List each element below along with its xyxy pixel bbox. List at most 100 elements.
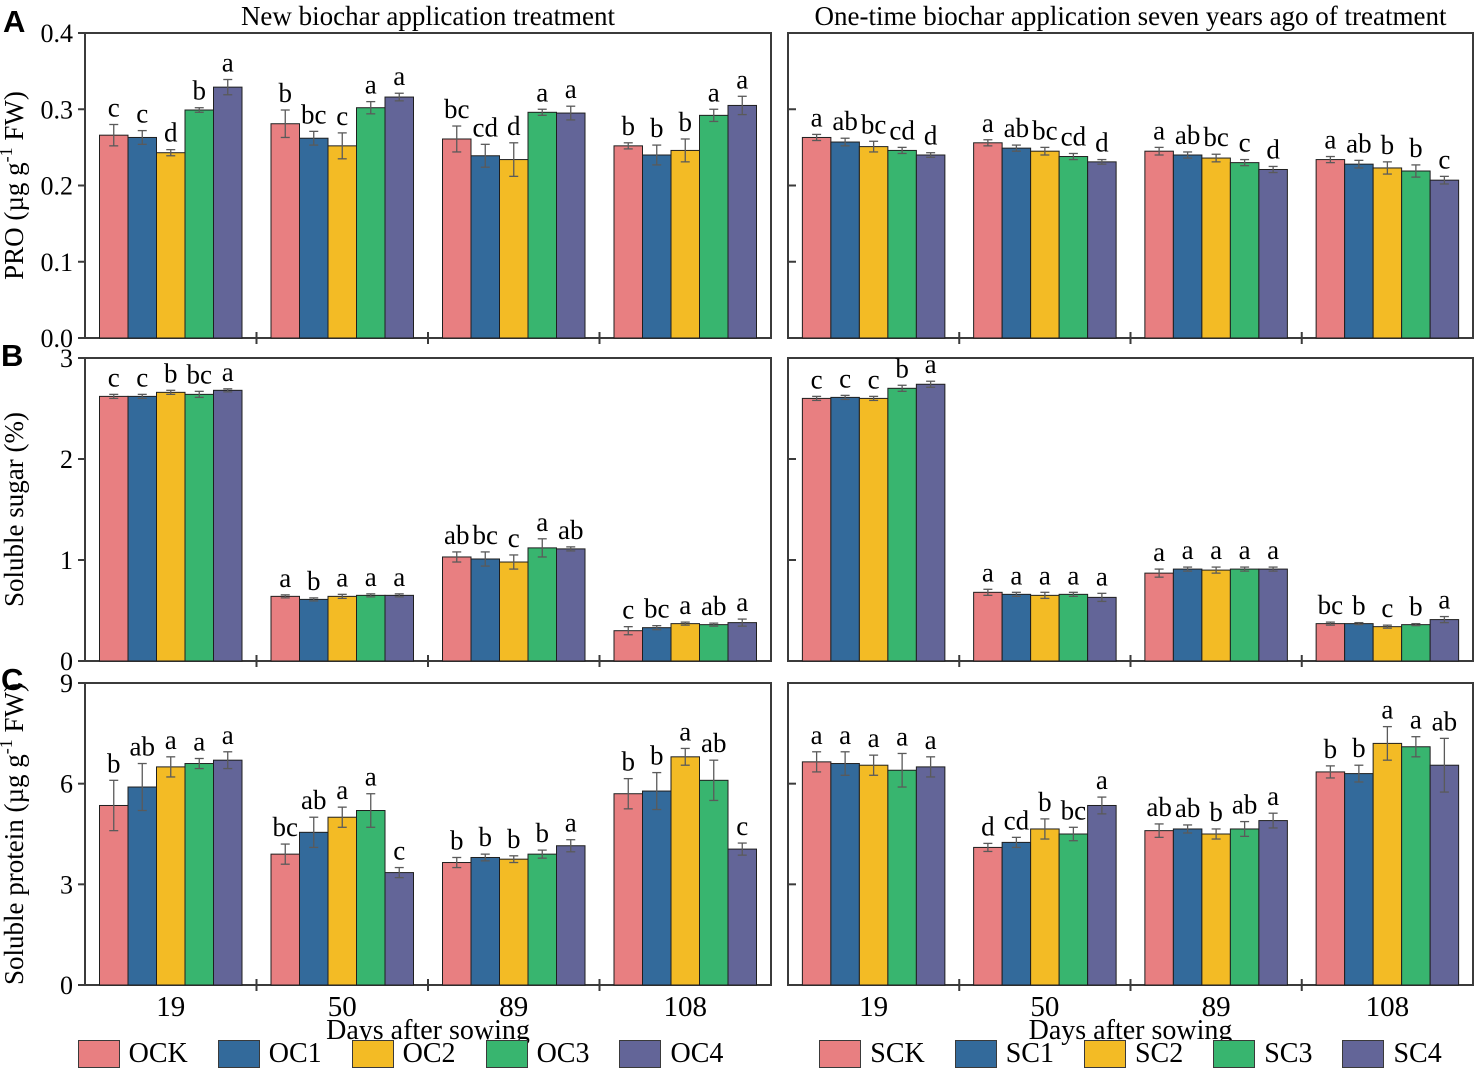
bar-SC4-day19 [915,766,946,986]
bar-OCK-day108 [613,630,643,662]
sig-letter-SC2-day50: a [1039,560,1051,590]
error-bar-SCK-day50 [983,842,993,853]
bar-SC2-day108 [1372,626,1403,662]
error-bar-OC3-day89 [537,538,547,558]
bar-SC4-day50 [1087,596,1117,662]
bar-SCK-day108 [1315,771,1346,986]
bar-SC3-day50 [1058,156,1089,339]
bar-OC4-day50 [384,96,414,339]
y-tick-label: 0.2 [41,172,74,201]
bar-OC4-day108 [727,848,757,986]
sig-letter-OC1-day50: bc [301,99,327,129]
error-bar-SCK-day89 [1154,568,1164,578]
legend-swatch-oc4 [619,1040,662,1068]
error-bar-OCK-day19 [109,123,119,147]
legend-label-sc2: SC2 [1134,1038,1184,1069]
sig-letter-SCK-day19: c [811,364,823,394]
y-tick-label: 0.0 [41,324,74,353]
sig-letter-SCK-day89: a [1153,115,1165,145]
sig-letter-SC2-day19: bc [861,109,887,139]
sig-letter-OC4-day108: c [736,811,748,841]
error-bar-SC3-day50 [1068,826,1078,842]
bar-OCK-day19 [99,804,129,986]
sig-letter-OC2-day19: b [164,358,178,388]
legend-item-sc3: SC3 [1213,1040,1312,1068]
sig-letter-OC4-day108: a [736,587,748,617]
sig-letter-OC4-day50: a [393,562,405,592]
error-bar-SC4-day19 [926,380,936,388]
sig-letter-SC4-day19: d [924,121,938,151]
error-bar-OC2-day19 [166,389,176,396]
bar-SC3-day108 [1401,624,1431,662]
legend-swatch-sck [819,1040,862,1068]
error-bar-OC3-day89 [537,849,547,859]
bar-OC2-day50 [327,595,357,662]
sig-letter-SCK-day89: ab [1146,792,1171,822]
bar-SC4-day89 [1258,168,1288,339]
bar-OC1-day50 [299,831,329,986]
error-bar-OC2-day19 [166,149,176,157]
error-bar-OC2-day89 [509,554,519,570]
error-bar-OC2-day89 [509,142,519,178]
bar-SC1-day50 [1001,593,1032,662]
panel-B_right: c c c b aa a a a aa a a a abc b c b a [787,349,1474,667]
error-bar-OC2-day50 [337,132,347,160]
sig-letter-SC4-day108: a [1438,585,1450,615]
y-axis-ticks [788,357,796,662]
bar-SC2-day89 [1201,157,1231,339]
sig-letter-OC3-day108: a [708,77,720,107]
y-axis-ticks [788,682,796,986]
sig-letter-OC4-day89: ab [558,515,583,545]
error-bar-SC3-day108 [1411,622,1421,627]
bar-OCK-day50 [270,853,300,986]
error-bar-OC1-day50 [309,597,319,602]
error-bar-OC1-day89 [480,551,490,567]
error-bar-SC4-day19 [926,756,936,778]
bar-SC2-day19 [858,397,889,662]
legend-label-ock: OCK [128,1038,188,1069]
sig-letter-OC3-day19: bc [187,359,213,389]
error-bar-SC2-day50 [1040,591,1050,600]
error-bar-OC3-day108 [709,622,719,627]
sig-letter-OC3-day89: b [536,818,550,848]
bar-OCK-day89 [442,862,472,986]
error-bar-SC3-day89 [1240,566,1250,572]
bar-OC1-day108 [642,790,672,986]
bar-OC1-day108 [642,627,672,662]
legend-item-sck: SCK [819,1040,925,1068]
sig-letter-OC2-day108: b [679,107,693,137]
bar-SC1-day19 [830,141,860,339]
y-axis-ticks: 0 3 6 9 [60,669,85,1000]
bar-SC1-day89 [1172,568,1203,662]
error-bar-SC3-day50 [1068,591,1078,598]
sig-letter-SC2-day19: a [868,723,880,753]
panel-letter-b: B [1,338,24,373]
error-bar-SC1-day50 [1011,591,1021,598]
legend-label-sc4: SC4 [1393,1038,1442,1069]
error-bar-SC1-day89 [1183,566,1193,572]
error-bar-OC4-day108 [737,618,747,627]
error-bar-OCK-day50 [280,594,290,599]
bar-SC1-day19 [830,396,860,662]
sig-letter-OC3-day108: ab [701,591,726,621]
sig-letter-OC2-day108: a [679,716,691,746]
sig-letter-OCK-day19: c [108,93,120,123]
bar-OC2-day19 [156,152,186,339]
bar-SC3-day19 [887,387,917,662]
sig-letter-OC2-day19: d [164,118,178,148]
error-bar-SC1-day108 [1354,621,1364,626]
y-tick-label: 0 [60,647,73,676]
sig-letter-SC1-day89: ab [1175,793,1200,823]
sig-letter-SC1-day50: a [1010,560,1022,590]
sig-letter-SC1-day108: b [1352,733,1366,763]
sig-letter-SC4-day50: d [1095,128,1109,158]
error-bar-SC2-day19 [869,395,879,402]
bar-OC1-day108 [642,154,672,339]
error-bar-OC4-day19 [223,78,233,96]
bar-OC3-day108 [699,114,729,339]
y-tick-label: 3 [60,344,73,373]
error-bar-SC4-day108 [1439,615,1449,624]
sig-letter-SCK-day108: a [1324,125,1336,155]
